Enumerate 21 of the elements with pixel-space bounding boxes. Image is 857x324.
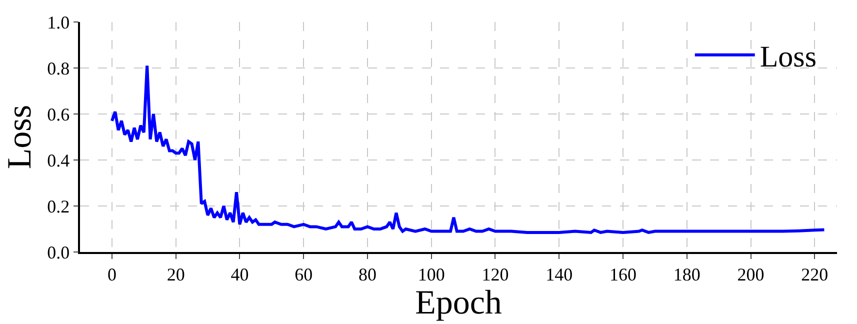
x-tick-label: 0 <box>107 264 116 284</box>
y-tick-label: 0.0 <box>47 242 70 262</box>
x-tick-label: 80 <box>358 264 376 284</box>
y-tick-label: 1.0 <box>47 12 70 32</box>
x-tick-label: 180 <box>673 264 700 284</box>
x-tick-label: 100 <box>418 264 445 284</box>
x-tick-label: 160 <box>610 264 636 284</box>
y-axis-title: Loss <box>1 104 38 170</box>
y-tick-label: 0.8 <box>47 58 70 78</box>
x-tick-label: 200 <box>737 264 764 284</box>
legend-label: Loss <box>760 40 817 74</box>
x-tick-label: 220 <box>801 264 828 284</box>
x-tick-label: 60 <box>294 264 313 284</box>
x-axis-title: Epoch <box>415 284 502 322</box>
x-tick-label: 20 <box>166 264 185 284</box>
x-tick-label: 120 <box>482 264 509 284</box>
x-tick-label: 140 <box>546 264 573 284</box>
y-tick-label: 0.2 <box>47 196 70 216</box>
y-tick-label: 0.6 <box>47 104 70 124</box>
y-tick-label: 0.4 <box>47 150 70 170</box>
x-tick-label: 40 <box>230 264 249 284</box>
